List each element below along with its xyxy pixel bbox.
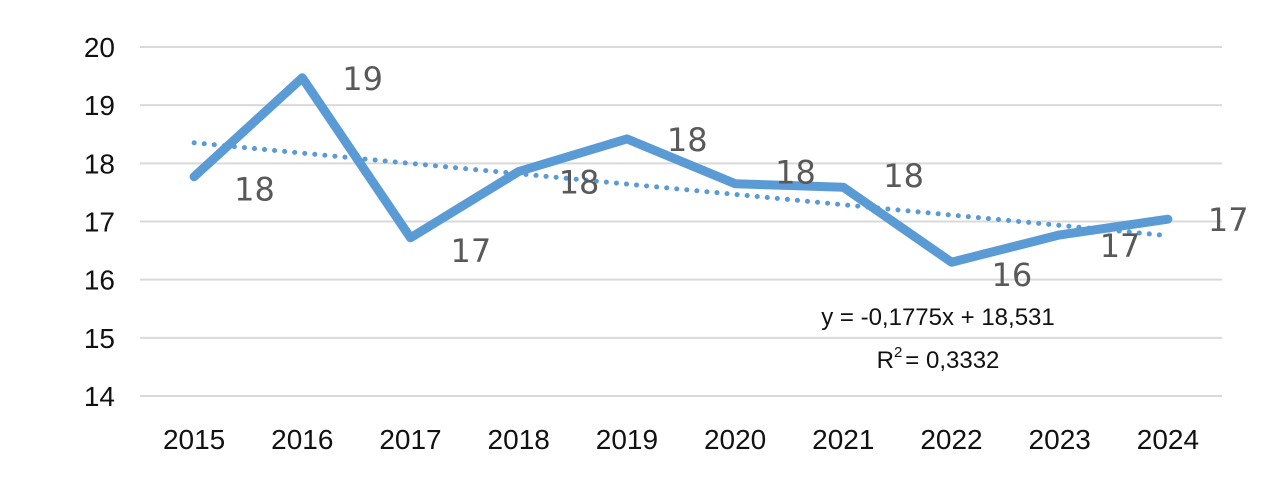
grid-lines (140, 46, 1222, 397)
x-tick-label: 2017 (379, 424, 441, 455)
x-tick-label: 2019 (596, 424, 658, 455)
data-label: 18 (559, 163, 600, 201)
x-axis-tick-labels: 2015 2016 2017 2018 2019 2020 2021 2022 2023 2024 (163, 424, 1199, 455)
y-tick-label: 16 (84, 265, 115, 296)
data-label: 17 (451, 232, 492, 270)
r-squared-value: = 0,3332 (905, 347, 999, 374)
r-squared-exponent: 2 (894, 344, 902, 361)
y-tick-label: 14 (84, 381, 115, 412)
x-tick-label: 2016 (271, 424, 333, 455)
x-tick-label: 2022 (920, 424, 982, 455)
data-labels: 18 19 17 18 18 18 18 16 17 17 (234, 60, 1249, 294)
x-tick-label: 2024 (1137, 424, 1199, 455)
data-label: 18 (775, 154, 816, 192)
x-tick-label: 2018 (488, 424, 550, 455)
data-label: 16 (992, 256, 1033, 294)
y-tick-label: 17 (84, 207, 115, 238)
trendline-r-squared: R2 = 0,3332 (877, 344, 1000, 374)
x-tick-label: 2015 (163, 424, 225, 455)
data-label: 18 (234, 171, 275, 209)
y-tick-label: 19 (84, 90, 115, 121)
y-axis-tick-labels: 14 15 16 17 18 19 20 (84, 32, 115, 412)
x-tick-label: 2020 (704, 424, 766, 455)
data-label: 17 (1208, 201, 1249, 239)
y-tick-label: 15 (84, 323, 115, 354)
trendline-annotation: y = -0,1775x + 18,531 R2 = 0,3332 (821, 304, 1055, 374)
x-tick-label: 2023 (1029, 424, 1091, 455)
series-line (189, 73, 1173, 267)
data-label: 17 (1100, 227, 1141, 265)
series-layer (189, 73, 1173, 267)
y-tick-label: 18 (84, 148, 115, 179)
x-tick-label: 2021 (812, 424, 874, 455)
data-label: 19 (342, 60, 383, 98)
data-label: 18 (883, 157, 924, 195)
y-tick-label: 20 (84, 32, 115, 63)
data-label: 18 (667, 121, 708, 159)
r-squared-prefix: R (877, 347, 894, 374)
trendline-equation: y = -0,1775x + 18,531 (821, 304, 1055, 331)
